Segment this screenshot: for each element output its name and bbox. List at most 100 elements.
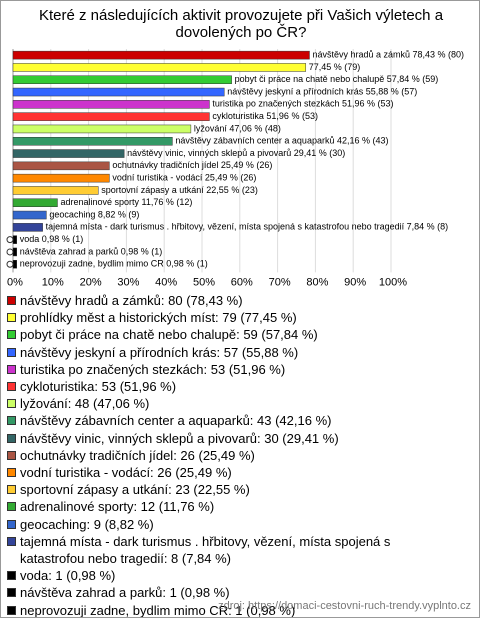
x-tick-label: 50%: [193, 276, 215, 288]
legend-swatch: [7, 519, 16, 529]
legend-label: návštěvy hradů a zámků: 80 (78,43 %): [20, 293, 243, 308]
x-tick-label: 80%: [306, 276, 328, 288]
value-label: návštěva zahrad a parků 0,98 % (1): [20, 246, 163, 256]
legend-item: návštěvy jeskyní a přírodních krás: 57 (…: [7, 344, 417, 361]
legend-item: vodní turistika - vodácí: 26 (25,49 %): [7, 464, 417, 481]
legend-item: návštěvy zábavních center a aquaparků: 4…: [7, 412, 417, 429]
bar: [12, 186, 99, 195]
legend-swatch: [7, 382, 16, 392]
legend-label: tajemná místa - dark turismus . hřbitovy…: [20, 533, 391, 567]
bar: [12, 124, 192, 134]
value-label: lyžování 47,06 % (48): [194, 123, 281, 133]
legend-label: lyžování: 48 (47,06 %): [20, 396, 150, 412]
bar: [12, 75, 232, 84]
legend-label: návštěvy vinic, vinných sklepů a pivovar…: [20, 430, 339, 446]
value-label: sportovní zápasy a utkání 22,55 % (23): [101, 185, 258, 195]
value-label: voda 0,98 % (1): [20, 234, 84, 244]
legend-swatch: [7, 364, 16, 374]
bar: [12, 210, 47, 220]
bar: [12, 198, 58, 207]
legend-swatch: [7, 571, 16, 581]
legend-item: sportovní zápasy a utkání: 23 (22,55 %): [7, 481, 417, 498]
legend-swatch: [7, 588, 16, 598]
legend-swatch: [7, 605, 16, 615]
legend-swatch: [7, 399, 16, 409]
legend-label: ochutnávky tradičních jídel: 26 (25,49 %…: [20, 447, 255, 463]
legend-item: adrenalinové sporty: 12 (11,76 %): [7, 498, 417, 515]
bar: [12, 247, 17, 257]
legend-item: voda: 1 (0,98 %): [7, 567, 417, 584]
legend-label: neprovozuji zadne, bydlim mimo CR: 1 (0,…: [20, 602, 296, 618]
bar: [12, 87, 225, 97]
legend-item: návštěvy vinic, vinných sklepů a pivovar…: [7, 430, 417, 447]
legend-item: návštěva zahrad a parků: 1 (0,98 %): [7, 584, 417, 601]
value-label: návštěvy jeskyní a přírodních krás 55,88…: [227, 86, 417, 96]
value-label: ochutnávky tradičních jídel 25,49 % (26): [112, 160, 272, 170]
bar: [12, 149, 125, 158]
x-tick-label: 30%: [117, 276, 139, 288]
legend-label: prohlídky měst a historických míst: 79 (…: [20, 310, 297, 326]
value-label: návštěvy hradů a zámků 78,43 % (80): [312, 50, 464, 60]
legend-swatch: [7, 536, 16, 546]
chart-title: Které z následujících aktivit provozujet…: [38, 7, 444, 41]
value-label: vodní turistika - vodácí 25,49 % (26): [112, 173, 256, 183]
x-tick-label: 20%: [80, 276, 102, 288]
plot: 0% 10% 20% 30% 40% 50% 60% 70% 80% 90% 100% návštěv…: [6, 49, 464, 288]
x-tick-label: 90%: [344, 276, 366, 288]
legend-swatch: [7, 330, 16, 340]
legend-swatch: [7, 347, 16, 357]
x-tick-label: 70%: [269, 276, 291, 288]
bar-icon: [6, 248, 14, 256]
value-label: geocaching 8,82 % (9): [49, 209, 139, 219]
legend-label: návštěva zahrad a parků: 1 (0,98 %): [20, 585, 230, 601]
legend-item: prohlídky měst a historických míst: 79 (…: [7, 309, 417, 326]
value-label: adrenalinové sporty 11,76 % (12): [60, 197, 192, 207]
bar: [12, 50, 310, 60]
legend-swatch: [7, 468, 16, 478]
value-label: cykloturistika 51,96 % (53): [212, 111, 318, 121]
bar: [12, 112, 210, 121]
legend-swatch: [7, 433, 16, 443]
legend: návštěvy hradů a zámků: 80 (78,43 %) proh…: [7, 292, 417, 618]
legend-label: cykloturistika: 53 (51,96 %): [20, 379, 177, 395]
value-label: neprovozuji zadne, bydlim mimo CR 0,98 %…: [20, 259, 208, 269]
value-label: tajemná místa - dark turismus . hřbitovy…: [46, 222, 449, 232]
legend-swatch: [7, 416, 16, 426]
legend-label: sportovní zápasy a utkání: 23 (22,55 %): [20, 482, 250, 498]
legend-item: ochutnávky tradičních jídel: 26 (25,49 %…: [7, 447, 417, 464]
legend-item: geocaching: 9 (8,82 %): [7, 516, 417, 533]
x-tick-label: 0%: [7, 276, 23, 288]
value-label: pobyt či práce na chatě nebo chalupě 57,…: [235, 74, 439, 84]
legend-item: lyžování: 48 (47,06 %): [7, 395, 417, 412]
legend-item: turistika po značených stezkách: 53 (51,…: [7, 361, 417, 378]
x-tick-label: 40%: [155, 276, 177, 288]
legend-swatch: [7, 296, 16, 305]
legend-item: cykloturistika: 53 (51,96 %): [7, 378, 417, 395]
legend-swatch: [7, 485, 16, 495]
legend-swatch: [7, 450, 16, 460]
x-tick-label: 100%: [379, 276, 407, 288]
legend-label: pobyt či práce na chatě nebo chalupě: 59…: [20, 327, 318, 343]
bar: [12, 260, 17, 269]
legend-item: pobyt či práce na chatě nebo chalupě: 59…: [7, 326, 417, 343]
legend-label: návštěvy jeskyní a přírodních krás: 57 (…: [20, 344, 299, 360]
bar: [12, 173, 110, 183]
source: zdroj: https://domaci-cestovni-ruch-tren…: [218, 600, 471, 612]
legend-item: návštěvy hradů a zámků: 80 (78,43 %): [7, 292, 417, 309]
legend-item: tajemná místa - dark turismus . hřbitovy…: [7, 533, 417, 567]
bar: [12, 63, 307, 72]
bar-icon: [6, 236, 14, 244]
x-tick-label: 10%: [42, 276, 64, 288]
value-label: turistika po značených stezkách 51,96 % …: [212, 99, 393, 109]
legend-swatch: [7, 502, 16, 512]
value-label: 77,45 % (79): [309, 62, 361, 72]
value-label: návštěvy zábavních center a aquaparků 42…: [175, 136, 388, 146]
bar: [12, 235, 17, 244]
bar-icon: [6, 260, 14, 268]
legend-label: vodní turistika - vodácí: 26 (25,49 %): [20, 465, 232, 481]
legend-label: turistika po značených stezkách: 53 (51,…: [20, 361, 286, 377]
legend-item: neprovozuji zadne, bydlim mimo CR: 1 (0,…: [7, 602, 417, 618]
bar: [12, 137, 173, 146]
legend-label: voda: 1 (0,98 %): [20, 568, 116, 584]
